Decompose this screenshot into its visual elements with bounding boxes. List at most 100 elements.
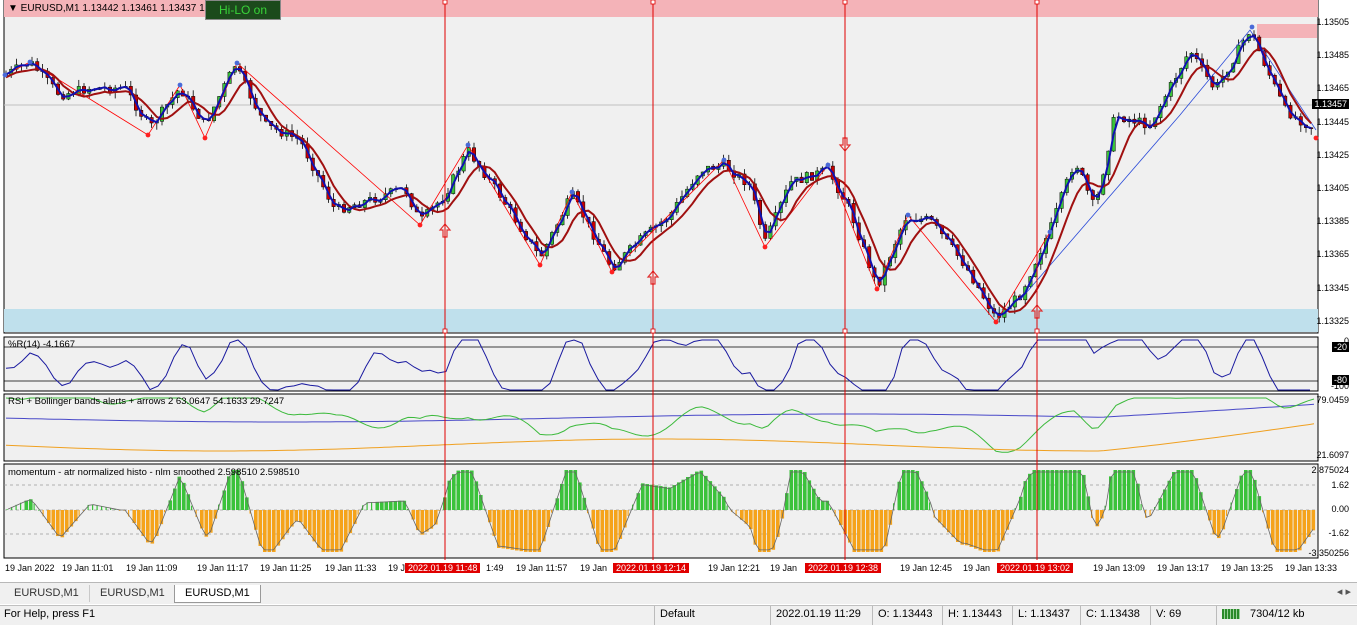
wpr-pane[interactable] [3, 336, 1319, 392]
pivot-high-dot [2, 72, 8, 78]
histogram-bar-up [920, 481, 924, 510]
histogram-bar-down [1095, 510, 1100, 527]
histogram-bar-down [344, 510, 348, 543]
histogram-bar-up [650, 484, 654, 510]
tab-eurusd-m1-2[interactable]: EURUSD,M1 [90, 585, 176, 602]
histogram-bar-down [330, 510, 335, 552]
momentum-scale-min: -3.350256 [1308, 548, 1349, 558]
histogram-bar-up [236, 470, 240, 510]
histogram-bar-down [258, 510, 263, 546]
histogram-bar-down [1293, 510, 1298, 552]
vline-handle[interactable] [842, 328, 848, 334]
time-axis-label: 19 Ja [388, 563, 411, 573]
histogram-bar-up [92, 504, 94, 510]
histogram-bar-down [308, 510, 312, 536]
rsi-pane[interactable] [3, 393, 1319, 462]
price-axis-label: 1.13485 [1316, 50, 1349, 60]
histogram-bar-down [551, 510, 553, 513]
histogram-bar-down [623, 510, 627, 528]
histogram-bar-up [789, 470, 794, 510]
histogram-bar-up [6, 509, 8, 510]
pivot-dots-layer [2, 24, 1319, 325]
histogram-bar-up [1109, 476, 1113, 510]
tab-scroll-arrows[interactable]: ◂ ▸ [1336, 586, 1351, 598]
histogram-bar-down [515, 510, 519, 551]
tab-eurusd-m1-1[interactable]: EURUSD,M1 [4, 585, 90, 602]
momentum-signal-line [7, 471, 1314, 551]
histogram-bar-up [564, 470, 569, 510]
zigzag-line [4, 61, 1051, 323]
histogram-bar-up [407, 508, 409, 510]
wpr-scale-hundred: -100 [1330, 381, 1349, 391]
histogram-bar-up [825, 500, 830, 510]
histogram-bar-down [1212, 510, 1217, 535]
vline-handle[interactable] [650, 328, 656, 334]
time-axis-label: 19 Jan 2022 [5, 563, 55, 573]
histogram-bar-down [501, 510, 506, 549]
histogram-bar-up [380, 501, 384, 510]
histogram-bar-down [627, 510, 629, 517]
histogram-bar-up [1181, 470, 1185, 510]
status-divider [770, 606, 771, 625]
histogram-bar-up [1244, 470, 1248, 510]
histogram-bar-down [780, 510, 785, 519]
histogram-bar-up [681, 479, 686, 510]
pivot-high-dot [177, 82, 183, 88]
histogram-bar-up [474, 481, 479, 510]
hilo-toggle-button[interactable]: Hi-LO on [205, 0, 281, 20]
tab-eurusd-m1-active[interactable]: EURUSD,M1 [174, 585, 261, 603]
time-axis-label: 1:49 [486, 563, 504, 573]
rsi-title: RSI + Bollinger bands alerts + arrows 2 … [8, 396, 285, 407]
histogram-bar-up [389, 501, 393, 510]
vline-time-marker: 2022.01.19 11:48 [405, 563, 481, 573]
histogram-bar-down [290, 510, 294, 527]
histogram-bar-up [1068, 470, 1073, 510]
histogram-bar-up [375, 501, 380, 510]
main-price-pane[interactable] [3, 0, 1319, 334]
vline-handle[interactable] [650, 0, 656, 5]
histogram-bar-down [132, 510, 137, 523]
histogram-bar-down [852, 510, 857, 552]
histogram-bar-up [699, 470, 704, 510]
chart-canvas[interactable] [0, 0, 1357, 580]
vline-handle[interactable] [442, 0, 448, 5]
price-axis-label: 1.13405 [1316, 183, 1349, 193]
histogram-bar-up [101, 506, 103, 510]
histogram-bar-up [452, 474, 456, 510]
status-close: C: 1.13438 [1086, 608, 1140, 620]
histogram-bar-down [767, 510, 771, 552]
pivot-low-dot [537, 262, 543, 268]
status-high: H: 1.13443 [948, 608, 1002, 620]
histogram-bar-up [1199, 492, 1203, 510]
vline-handle[interactable] [442, 328, 448, 334]
histogram-bar-up [456, 470, 461, 510]
histogram-bar-down [596, 510, 600, 544]
histogram-bar-up [240, 481, 245, 510]
time-axis-label: 19 Jan [770, 563, 798, 573]
histogram-bar-down [609, 510, 614, 552]
histogram-bar-down [164, 510, 166, 513]
status-divider [1012, 606, 1013, 625]
histogram-bar-up [807, 480, 812, 510]
histogram-bar-down [987, 510, 992, 552]
vline-handle[interactable] [1034, 328, 1040, 334]
rsi-scale-min: 21.6097 [1316, 450, 1349, 460]
histogram-bar-down [146, 510, 150, 543]
resistance-zone [4, 0, 1318, 17]
vline-handle[interactable] [1034, 0, 1040, 5]
histogram-bar-up [231, 470, 236, 510]
histogram-bar-down [411, 510, 416, 520]
pivot-high-dot [234, 60, 240, 66]
histogram-bar-up [222, 490, 227, 510]
price-axis-label: 1.13505 [1316, 17, 1349, 27]
status-bar: For Help, press F1 Default 2022.01.19 11… [0, 605, 1357, 625]
histogram-bar-down [834, 510, 836, 517]
histogram-bar-up [659, 486, 663, 510]
pivot-high-dot [569, 189, 575, 195]
histogram-bar-down [938, 510, 942, 523]
histogram-bar-down [155, 510, 159, 537]
histogram-bar-down [861, 510, 866, 552]
histogram-bar-down [353, 510, 357, 524]
vline-handle[interactable] [842, 0, 848, 5]
price-axis-label: 1.13385 [1316, 216, 1349, 226]
